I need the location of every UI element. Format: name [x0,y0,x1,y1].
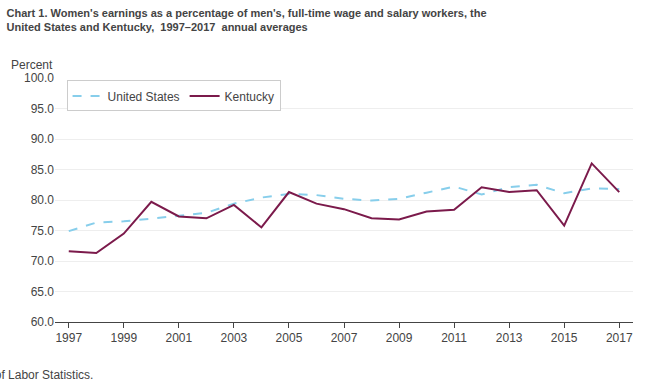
svg-text:2017: 2017 [606,331,633,345]
svg-text:85.0: 85.0 [31,163,55,177]
svg-text:2009: 2009 [386,331,413,345]
svg-text:2013: 2013 [496,331,523,345]
svg-text:65.0: 65.0 [31,285,55,299]
svg-text:95.0: 95.0 [31,102,55,116]
svg-text:2015: 2015 [551,331,578,345]
svg-text:80.0: 80.0 [31,193,55,207]
svg-text:1997: 1997 [55,331,82,345]
svg-text:1999: 1999 [110,331,137,345]
svg-text:75.0: 75.0 [31,224,55,238]
svg-text:United States: United States [108,90,180,104]
svg-text:Source: U.S. Bureau of Labor: Source: U.S. Bureau of Labor Statistics. [0,368,93,382]
svg-text:100.0: 100.0 [24,71,54,85]
svg-text:Percent: Percent [11,58,53,72]
svg-text:70.0: 70.0 [31,254,55,268]
svg-text:2005: 2005 [276,331,303,345]
svg-text:2003: 2003 [221,331,248,345]
svg-text:2007: 2007 [331,331,358,345]
svg-text:Kentucky: Kentucky [225,90,274,104]
svg-text:2011: 2011 [441,331,467,345]
svg-text:90.0: 90.0 [31,132,55,146]
svg-text:60.0: 60.0 [31,315,55,329]
svg-text:2001: 2001 [166,331,193,345]
svg-text:Chart 1. Women's earnings as a: Chart 1. Women's earnings as a percentag… [7,7,487,33]
